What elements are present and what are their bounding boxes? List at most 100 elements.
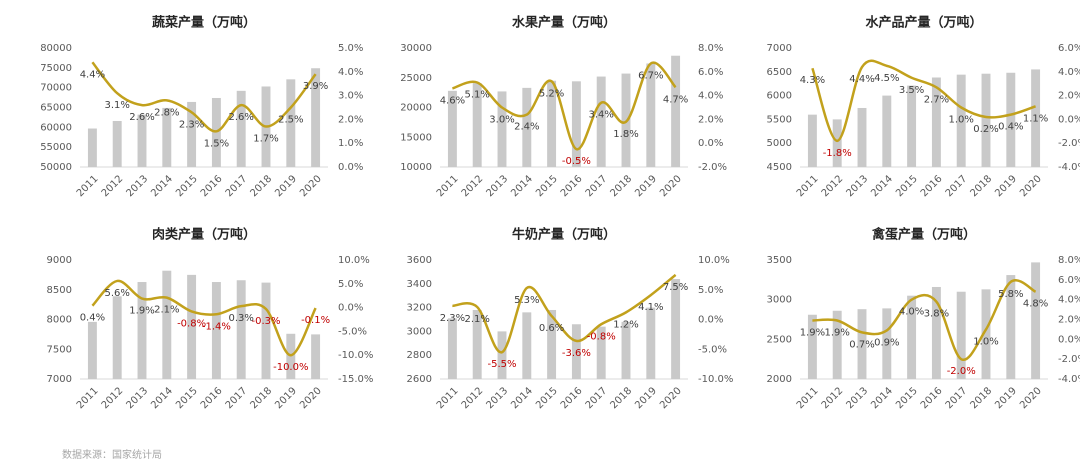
bar (112, 296, 122, 379)
bar (472, 83, 482, 167)
bar (472, 309, 482, 379)
data-label: 1.8% (613, 129, 638, 140)
bar (956, 74, 966, 167)
bar (447, 318, 457, 379)
data-label: 4.7% (663, 94, 688, 105)
data-label: 2.6% (129, 112, 154, 123)
bar (931, 77, 941, 167)
bar (1006, 72, 1016, 167)
data-label: -0.5% (562, 156, 591, 167)
x-tick-label: 2011 (75, 385, 101, 411)
y-tick-label: 4500 (767, 162, 792, 173)
x-tick-label: 2020 (1018, 385, 1044, 411)
bar (882, 95, 892, 167)
x-tick-label: 2015 (894, 173, 920, 199)
chart-title: 水产品产量（万吨） (865, 15, 982, 31)
bar (547, 80, 557, 167)
x-tick-label: 2020 (298, 173, 324, 199)
bar (931, 286, 941, 379)
y2-tick-label: 8.0% (698, 43, 723, 54)
y2-tick-label: 2.0% (1058, 315, 1080, 326)
y-tick-label: 70000 (40, 83, 72, 94)
y-tick-label: 6000 (767, 91, 792, 102)
data-label: 1.2% (613, 319, 638, 330)
data-label: 4.1% (638, 302, 663, 313)
x-tick-label: 2016 (199, 173, 225, 199)
y-tick-label: 6500 (767, 67, 792, 78)
data-label: 2.6% (228, 112, 253, 123)
data-label: 5.8% (998, 289, 1023, 300)
bar (907, 295, 917, 379)
source-note: 数据来源：国家统计局 (62, 448, 162, 461)
y-tick-label: 50000 (40, 162, 72, 173)
y-tick-label: 8000 (47, 315, 72, 326)
y-tick-label: 3500 (767, 255, 792, 266)
y2-tick-label: -5.0% (698, 344, 727, 355)
bar (956, 291, 966, 379)
y2-tick-label: 6.0% (1058, 43, 1080, 54)
x-tick-label: 2011 (75, 173, 101, 199)
x-tick-label: 2018 (608, 385, 634, 411)
y-tick-label: 5000 (767, 138, 792, 149)
chart-title: 蔬菜产量（万吨） (152, 15, 256, 31)
x-tick-label: 2016 (559, 173, 585, 199)
bar (907, 85, 917, 167)
x-tick-label: 2013 (484, 173, 510, 199)
bar (137, 282, 147, 379)
y-tick-label: 7000 (767, 43, 792, 54)
growth-line (91, 61, 317, 133)
chart-title: 肉类产量（万吨） (152, 227, 256, 243)
y2-tick-label: 8.0% (1058, 255, 1080, 266)
x-tick-label: 2012 (100, 173, 126, 199)
data-label: 1.7% (253, 134, 278, 145)
x-tick-label: 2019 (633, 385, 659, 411)
y-tick-label: 2600 (407, 374, 432, 385)
y-tick-label: 65000 (40, 103, 72, 114)
bar (286, 79, 296, 167)
y2-tick-label: 4.0% (698, 91, 723, 102)
y2-tick-label: 2.0% (1058, 91, 1080, 102)
x-tick-label: 2012 (460, 385, 486, 411)
chart-panel: 蔬菜产量（万吨） 50000 55000 60000 65000 70000 75000 80… (40, 15, 363, 200)
bar (522, 312, 532, 379)
data-label: 4.0% (899, 307, 924, 318)
data-label: 3.9% (303, 81, 328, 92)
x-tick-label: 2012 (820, 385, 846, 411)
x-tick-label: 2019 (993, 173, 1019, 199)
data-label: 0.7% (849, 339, 874, 350)
y2-tick-label: -5.0% (338, 326, 367, 337)
x-tick-label: 2014 (509, 385, 535, 411)
data-label: 2.7% (924, 94, 949, 105)
y-tick-label: 3400 (407, 279, 432, 290)
y2-tick-label: 1.0% (338, 138, 363, 149)
bar (87, 128, 97, 167)
bar (87, 321, 97, 379)
x-tick-label: 2019 (993, 385, 1019, 411)
data-label: 5.3% (514, 295, 539, 306)
y-tick-label: 80000 (40, 43, 72, 54)
bar (571, 81, 581, 167)
y-tick-label: 8500 (47, 285, 72, 296)
data-label: 0.2% (973, 124, 998, 135)
y-tick-label: 3600 (407, 255, 432, 266)
data-label: 2.4% (514, 122, 539, 133)
data-label: 2.1% (464, 314, 489, 325)
x-tick-label: 2015 (174, 385, 200, 411)
x-tick-label: 2013 (844, 385, 870, 411)
bar (671, 279, 681, 379)
data-label: -0.1% (301, 315, 330, 326)
x-tick-label: 2017 (944, 173, 970, 199)
x-tick-label: 2017 (944, 385, 970, 411)
data-label: 6.7% (638, 70, 663, 81)
x-tick-label: 2013 (844, 173, 870, 199)
bar (646, 63, 656, 167)
bar (1031, 69, 1041, 167)
data-label: 0.4% (998, 122, 1023, 133)
x-tick-label: 2011 (795, 385, 821, 411)
chart-panel: 肉类产量（万吨） 7000 7500 8000 8500 9000 -15.0% -10.0%… (47, 227, 374, 412)
data-label: 2.5% (278, 115, 303, 126)
y2-tick-label: -15.0% (338, 374, 373, 385)
x-tick-label: 2020 (658, 173, 684, 199)
y-tick-label: 60000 (40, 122, 72, 133)
